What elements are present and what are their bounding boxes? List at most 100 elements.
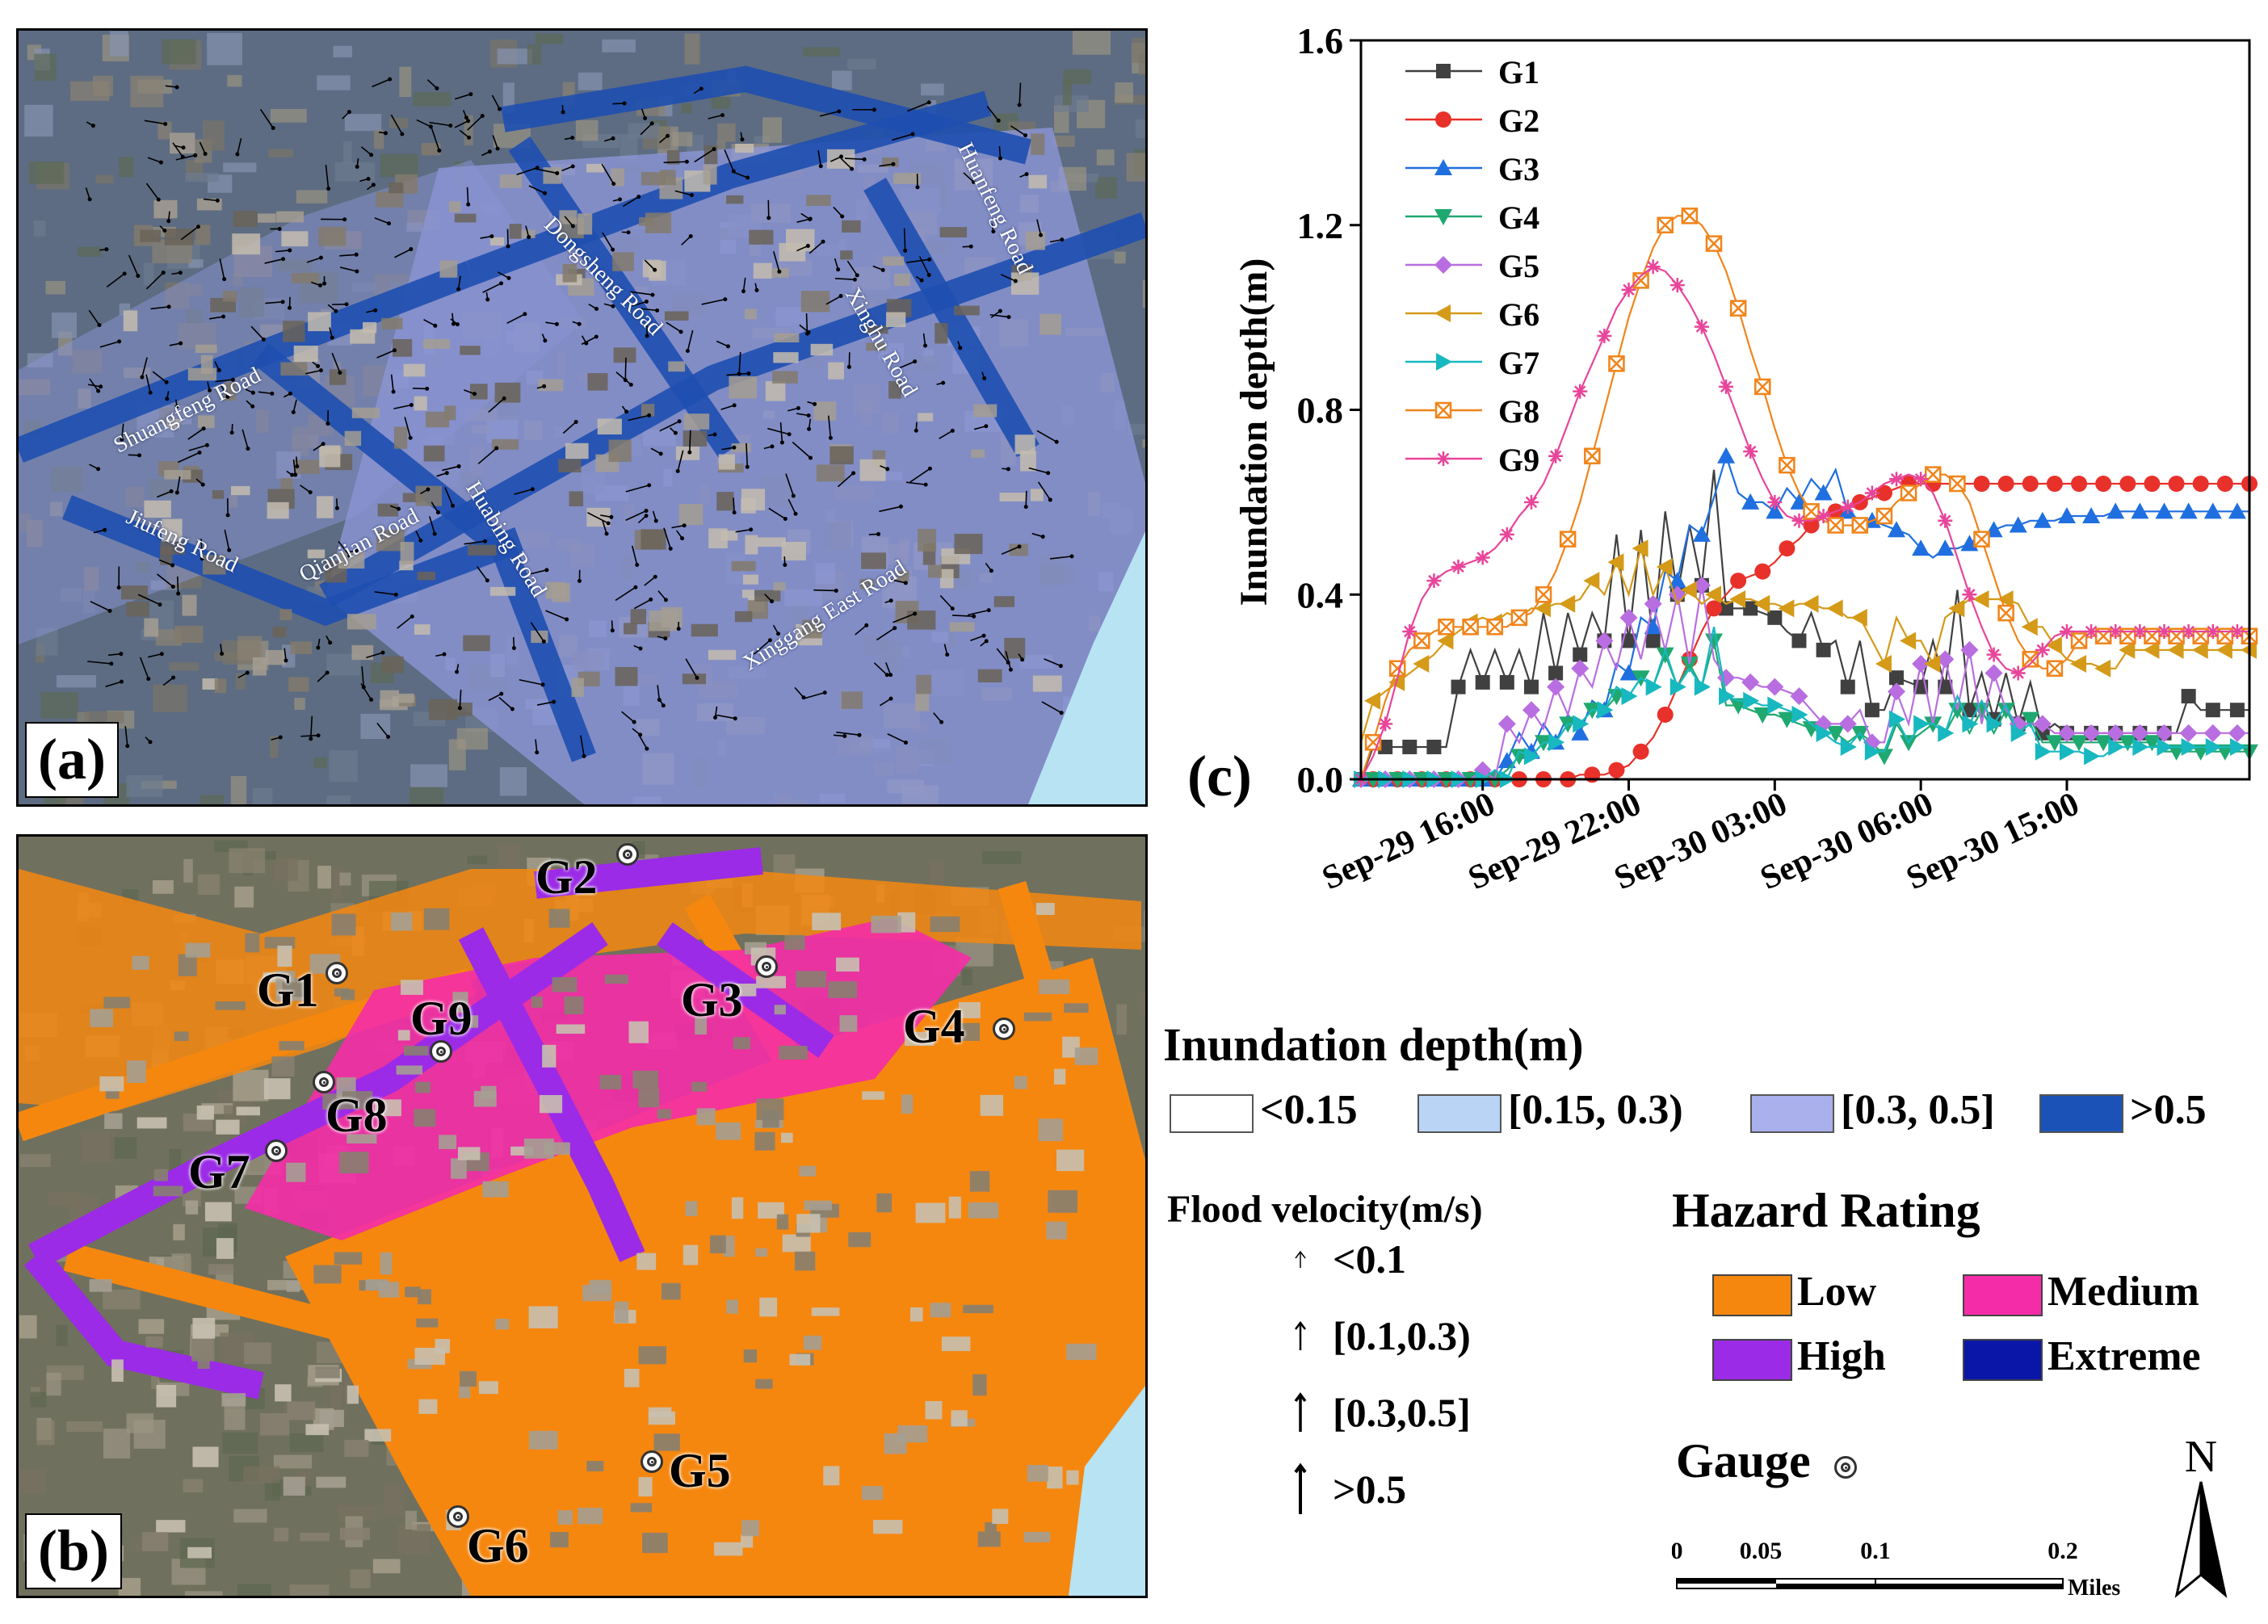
legend-item-g2: G2 [1405,103,1539,139]
velocity-arrow-icon [1295,1320,1306,1350]
point-g9 [1694,319,1709,334]
point-g6 [2094,659,2111,678]
point-g9 [1426,573,1442,589]
series-g7 [1354,627,2249,788]
point-g3 [2082,507,2101,524]
point-g1 [1889,670,1905,686]
point-g2 [2119,476,2136,492]
point-g7 [2157,737,2174,756]
point-g6 [1704,585,1721,604]
hazard-label: Low [1797,1269,1877,1315]
gauge-marker-g6 [447,1505,469,1528]
point-g5 [1497,715,1516,733]
point-g9 [1402,624,1418,639]
point-g4 [1656,647,1674,664]
depth-legend-item: <0.15 [1170,1086,1358,1134]
point-g4 [1875,749,1893,766]
point-g2 [2022,476,2039,492]
gauge-legend-icon [1833,1456,1857,1479]
point-g5 [1912,655,1930,674]
scale-unit: Miles [2068,1576,2120,1601]
panel-label-a: (a) [25,722,119,798]
point-g9 [1816,509,1831,524]
velocity-legend-label: [0.3,0.5] [1333,1390,1471,1435]
gauge-label-g8: G8 [326,1089,388,1142]
legend-marker-g4 [1434,209,1452,225]
y-tick-label: 0.8 [1297,390,1344,431]
point-g7 [1816,724,1833,742]
point-g7 [2205,737,2222,756]
legend-label-g6: G6 [1498,296,1539,333]
gauge-marker-g3 [755,955,778,978]
point-g6 [2119,640,2136,659]
flood-road-5 [508,136,741,459]
point-g9 [1573,384,1588,399]
point-g3 [2106,502,2125,519]
point-g9 [1548,448,1564,464]
depth-swatch [1170,1094,1254,1134]
point-g6 [2021,618,2038,636]
depth-label: [0.3, 0.5] [1841,1087,1995,1133]
point-g4 [1802,721,1821,738]
series-line-g7 [1361,627,2249,781]
point-g3 [1644,618,1662,635]
point-g3 [1692,525,1711,542]
point-g3 [2155,502,2174,519]
point-g3 [1741,493,1760,510]
point-g8 [1632,272,1649,289]
point-g1 [1743,601,1758,616]
flood-road-7 [466,90,992,285]
point-g6 [1656,557,1673,576]
point-g6 [1802,594,1819,613]
point-g8 [1729,300,1747,317]
point-g1 [2181,689,2196,704]
point-g6 [1437,632,1454,650]
point-g9 [1840,499,1855,514]
point-g7 [2229,737,2246,756]
point-g5 [1838,715,1857,733]
point-g6 [1754,594,1770,613]
point-g2 [1973,476,1990,492]
flood-road-3 [253,343,596,762]
point-g8 [1438,619,1455,636]
point-g1 [1451,679,1466,695]
point-g9 [1523,494,1539,510]
depth-swatch [1418,1094,1502,1134]
point-g4 [2191,744,2210,761]
point-g1 [1816,642,1831,657]
point-g5 [2203,724,2222,742]
velocity-arrow-icon [1294,1462,1307,1514]
point-g8 [1559,531,1577,548]
hazard-high-road-1 [23,1248,264,1399]
point-g6 [1972,590,1989,608]
north-arrow: N [2174,1432,2228,1598]
hazard-swatch [1712,1339,1792,1382]
legend-label-g2: G2 [1498,103,1539,139]
point-g8 [1779,456,1796,474]
point-g6 [2070,655,2087,674]
point-g8 [1705,235,1723,252]
point-g2 [1730,573,1747,590]
point-g2 [1608,762,1625,778]
depth-label: [0.15, 0.3) [1508,1087,1683,1133]
depth-legend-item: [0.15, 0.3) [1418,1086,1683,1134]
velocity-legend-label: <0.1 [1333,1236,1406,1282]
point-g3 [1668,572,1686,589]
point-g3 [2228,502,2246,519]
inundation-map-a [19,31,1145,804]
point-g1 [1475,674,1490,690]
north-label: N [2185,1432,2217,1482]
point-g4 [1729,698,1748,715]
scale-tick-01: 0.1 [1860,1538,1891,1564]
point-g1 [1573,647,1588,662]
series-g6 [1359,539,2257,743]
point-g9 [2181,624,2196,639]
hazard-high-road-2 [458,927,645,1262]
point-g3 [2203,502,2222,519]
point-g8 [1388,660,1406,677]
point-g7 [1889,710,1906,728]
point-g9 [1864,485,1880,501]
hazard-legend-item: High [1712,1332,1886,1382]
point-g5 [2082,724,2101,742]
point-g7 [1573,715,1590,733]
